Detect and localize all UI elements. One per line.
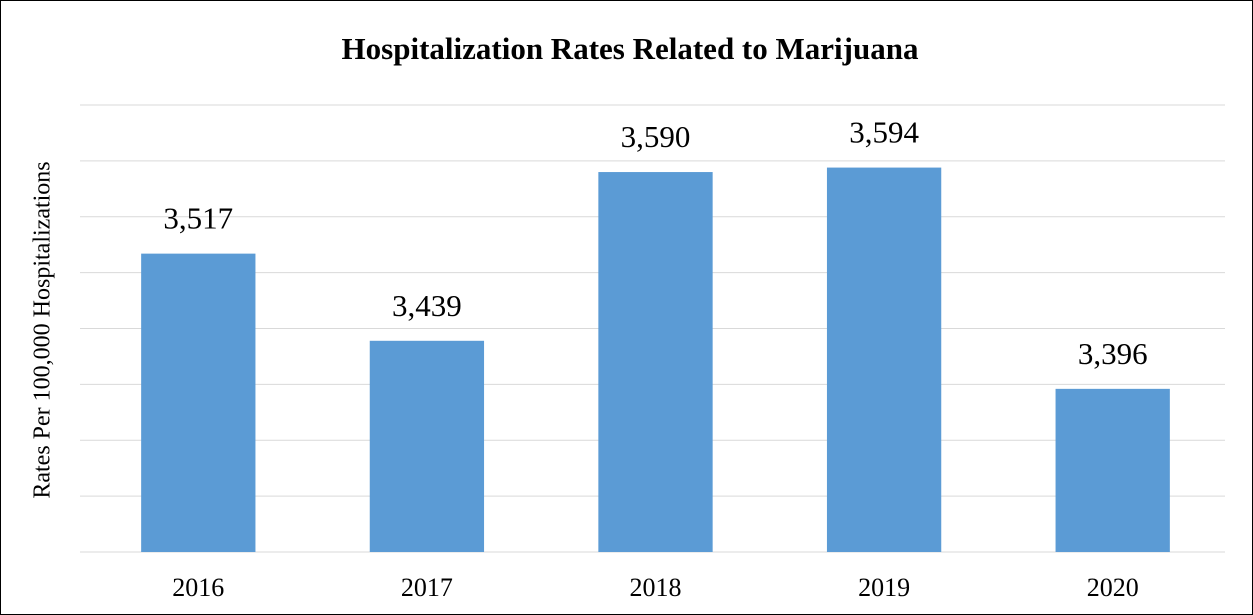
value-label: 3,594 xyxy=(849,115,919,150)
x-tick-label: 2016 xyxy=(172,573,224,602)
bar xyxy=(1055,388,1170,552)
value-label: 3,439 xyxy=(392,288,462,323)
y-axis-label: Rates Per 100,000 Hospitalizations xyxy=(30,161,56,498)
x-tick-label: 2020 xyxy=(1087,573,1139,602)
chart-title: Hospitalization Rates Related to Marijua… xyxy=(342,31,919,66)
bar xyxy=(598,172,713,553)
bar xyxy=(141,253,256,552)
value-label: 3,590 xyxy=(621,119,691,154)
x-tick-label: 2019 xyxy=(858,573,910,602)
value-label: 3,517 xyxy=(163,201,233,236)
value-label: 3,396 xyxy=(1078,336,1148,371)
bar xyxy=(369,340,485,552)
x-tick-label: 2017 xyxy=(401,573,453,602)
x-tick-label: 2018 xyxy=(630,573,682,602)
bar xyxy=(826,167,942,552)
